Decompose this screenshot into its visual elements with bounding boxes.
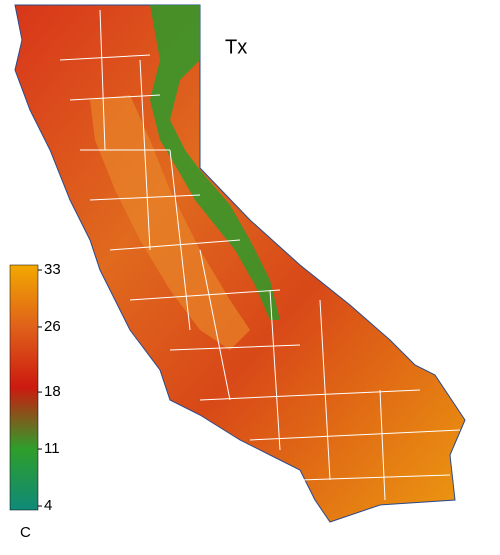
scale-tick-label: 11 xyxy=(44,440,60,457)
valley-zone xyxy=(90,95,250,350)
county-lines xyxy=(59,9,461,501)
scale-tick-label: 4 xyxy=(44,497,52,514)
mountain-zone xyxy=(150,5,280,320)
scale-unit: C xyxy=(20,524,31,541)
county-line xyxy=(99,9,386,501)
scale-tick-label: 26 xyxy=(44,318,61,335)
county-line xyxy=(59,54,461,481)
color-scale xyxy=(9,264,39,511)
scale-ticks: 33 26 18 11 4 xyxy=(38,261,61,514)
scale-tick-label: 33 xyxy=(44,261,61,278)
map-title: Tx xyxy=(225,36,247,58)
state-shape xyxy=(14,4,466,523)
scale-tick-label: 18 xyxy=(44,383,61,400)
